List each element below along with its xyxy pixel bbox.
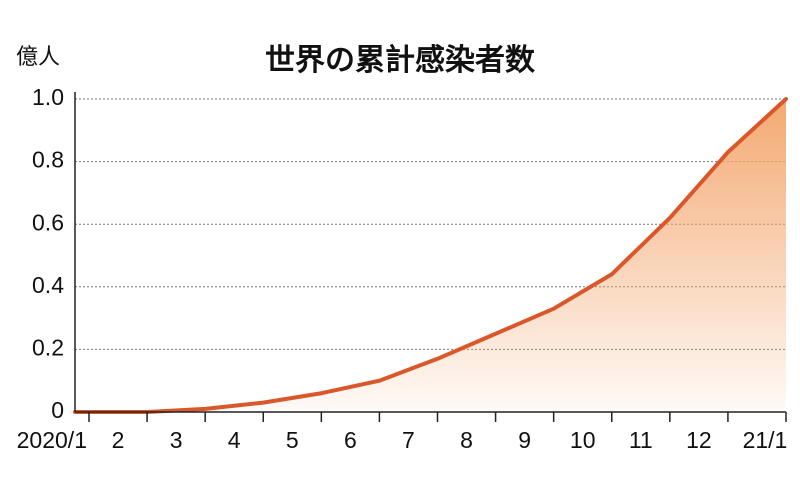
y-tick-label: 1.0 bbox=[32, 84, 64, 110]
x-tick-label: 10 bbox=[570, 427, 596, 453]
y-tick-label: 0.2 bbox=[32, 334, 64, 360]
x-tick-label: 3 bbox=[170, 427, 183, 453]
x-tick-label: 9 bbox=[518, 427, 531, 453]
x-tick-label: 6 bbox=[344, 427, 357, 453]
x-tick-label: 4 bbox=[228, 427, 241, 453]
x-tick-label: 8 bbox=[460, 427, 473, 453]
area-fill bbox=[75, 99, 786, 412]
y-tick-label: 0 bbox=[51, 397, 64, 423]
x-tick-label: 2 bbox=[112, 427, 125, 453]
y-tick-label: 0.8 bbox=[32, 147, 64, 173]
x-tick-label: 12 bbox=[686, 427, 712, 453]
x-tick-label: 2020/1 bbox=[17, 427, 87, 453]
x-tick-label: 11 bbox=[629, 427, 653, 453]
y-unit: 億人 bbox=[16, 44, 60, 69]
x-tick-label: 5 bbox=[286, 427, 299, 453]
y-tick-label: 0.4 bbox=[32, 272, 64, 298]
y-tick-label: 0.6 bbox=[32, 209, 64, 235]
chart-title: 世界の累計感染者数 bbox=[265, 43, 536, 77]
x-tick-label: 21/1 bbox=[743, 427, 788, 453]
x-tick-label: 7 bbox=[402, 427, 415, 453]
